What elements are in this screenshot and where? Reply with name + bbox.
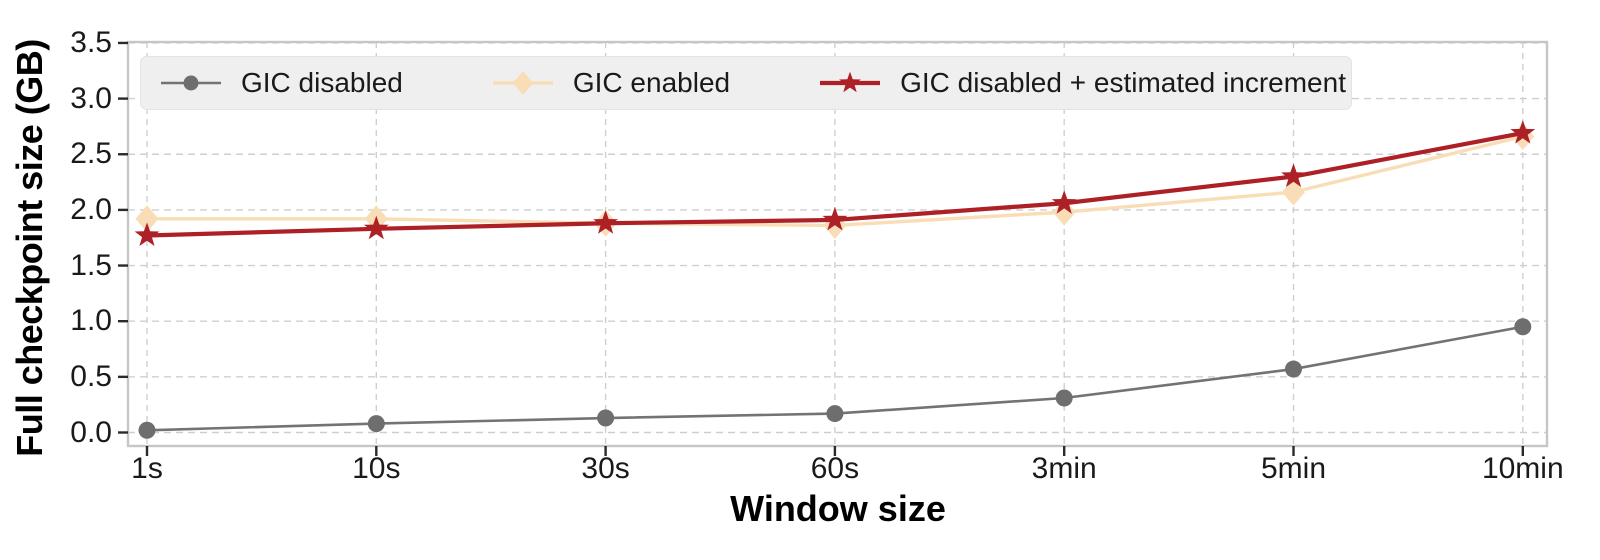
circle-marker-icon <box>1055 389 1073 407</box>
x-tick-label: 5min <box>1260 452 1327 485</box>
star-marker-icon <box>1281 163 1306 187</box>
circle-marker-icon <box>1514 318 1532 336</box>
y-tick-label: 1.0 <box>70 304 112 338</box>
x-tick-label: 30s <box>581 452 630 485</box>
star-marker-icon <box>593 210 618 234</box>
circle-marker-icon <box>367 415 385 433</box>
y-tick-label: 1.5 <box>70 248 112 282</box>
legend-label: GIC disabled <box>241 67 403 98</box>
circle-marker-icon <box>161 75 221 91</box>
x-tick-label: 60s <box>810 452 860 485</box>
legend-item-gic-enabled: GIC enabled <box>491 67 730 99</box>
y-tick-label: 2.0 <box>70 192 112 226</box>
legend-item-gic-disabled-estimated-increment: GIC disabled + estimated increment <box>818 67 1346 99</box>
series-gic-disabled-estimated-increment <box>134 120 1536 246</box>
star-marker-icon <box>1051 190 1077 214</box>
star-marker-icon <box>1510 120 1536 144</box>
diamond-marker-icon <box>492 71 553 95</box>
legend-label: GIC disabled + estimated increment <box>900 67 1346 98</box>
y-tick-label: 2.5 <box>70 137 112 171</box>
circle-marker-icon <box>1285 360 1302 378</box>
diamond-marker-icon <box>135 205 159 233</box>
legend-item-gic-disabled: GIC disabled <box>159 67 403 99</box>
x-axis-title: Window size <box>730 488 946 529</box>
star-marker-icon <box>134 222 160 246</box>
x-tick-label: 1s <box>131 452 163 485</box>
y-tick-label: 0.5 <box>70 359 112 393</box>
legend: GIC disabled GIC enabled GIC disabled + es… <box>140 56 1352 110</box>
star-marker-icon <box>839 71 861 93</box>
axis-border <box>126 40 1549 448</box>
x-tick-label: 3min <box>1031 452 1097 485</box>
star-marker-icon <box>363 215 389 240</box>
x-tick-label: 10s <box>352 452 401 485</box>
y-tick-label: 3.5 <box>70 25 112 59</box>
star-marker-icon <box>820 71 881 93</box>
circle-marker-icon <box>826 405 844 423</box>
circle-marker-icon <box>138 421 156 439</box>
x-tick-label: 10min <box>1481 452 1564 485</box>
y-tick-label: 0.0 <box>70 415 112 449</box>
y-tick-label: 3.0 <box>70 81 112 115</box>
series-gic-disabled <box>138 318 1532 439</box>
legend-label: GIC enabled <box>572 67 731 98</box>
diamond-marker-icon <box>512 71 533 95</box>
circle-marker-icon <box>183 75 199 91</box>
star-marker-icon <box>822 206 848 231</box>
circle-marker-icon <box>597 409 615 427</box>
